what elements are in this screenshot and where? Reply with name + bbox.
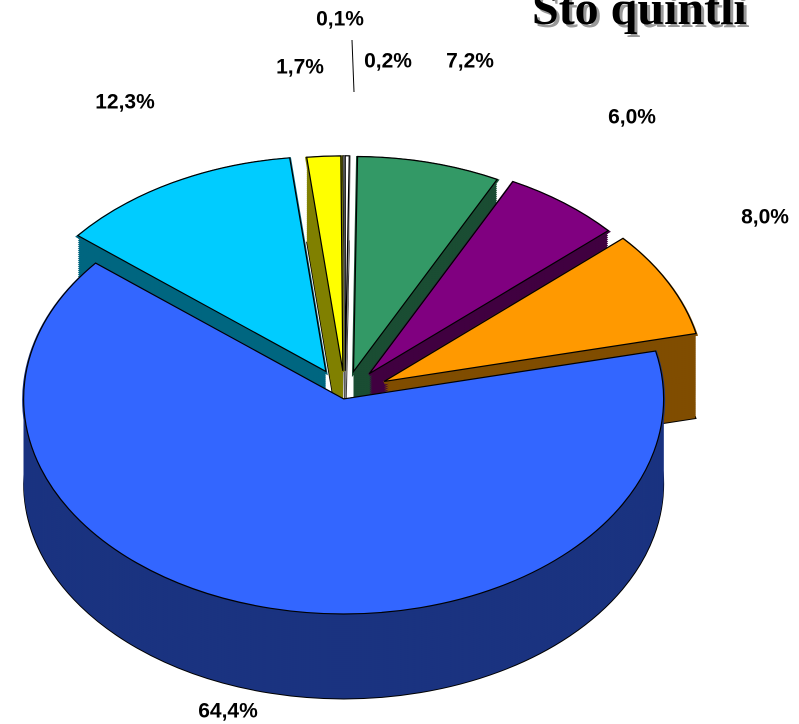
- leader-line: [351, 39, 355, 93]
- slice-top: [23, 262, 665, 615]
- data-label: 0,2%: [364, 50, 412, 73]
- pie-slice: [343, 155, 351, 456]
- labels: 0,2% 7,2% 6,0% 8,0% 64,4% 12,3% 1,7% 0,1%: [95, 8, 789, 723]
- pie-slice: [22, 262, 666, 700]
- slice-top: [383, 237, 697, 383]
- pie: [22, 155, 699, 700]
- chart-title: Sto quintli: [532, 0, 747, 35]
- pie-slice: [304, 155, 345, 456]
- data-label: 0,1%: [316, 8, 364, 31]
- slice-top: [344, 155, 350, 371]
- slice-top: [368, 180, 610, 375]
- data-label: 12,3%: [95, 91, 155, 114]
- slice-top: [305, 155, 344, 371]
- data-label: 6,0%: [608, 106, 656, 129]
- chart-title-shadow: Sto quintli: [535, 0, 750, 38]
- data-label: 1,7%: [276, 56, 324, 79]
- slice-top: [76, 157, 327, 373]
- slice-top: [352, 155, 499, 374]
- data-label: 8,0%: [741, 206, 789, 229]
- data-label: 7,2%: [446, 50, 494, 73]
- data-label: 64,4%: [198, 700, 258, 723]
